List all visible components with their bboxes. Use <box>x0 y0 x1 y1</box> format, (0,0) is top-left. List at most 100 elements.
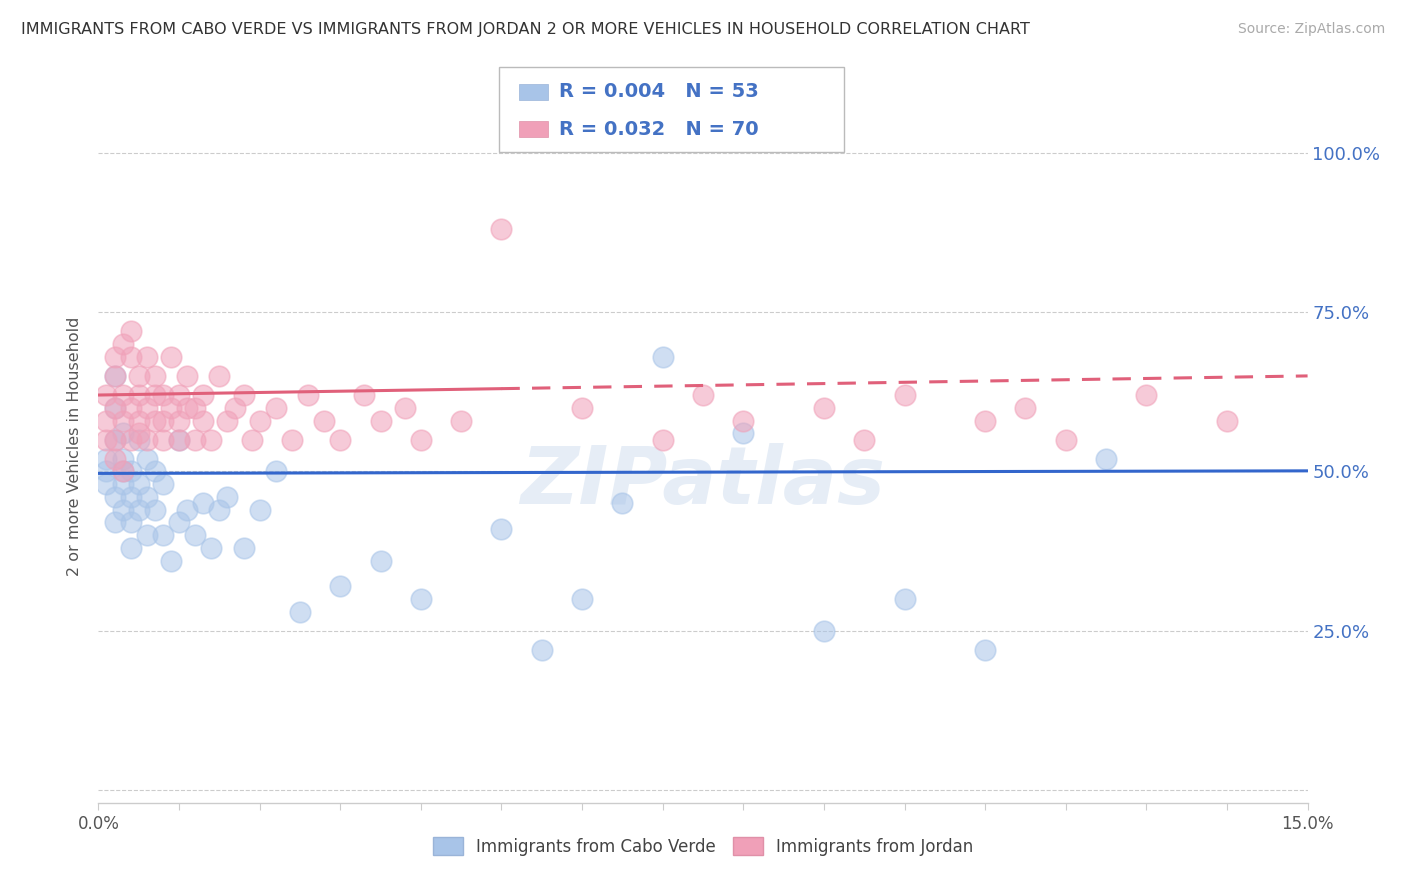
Point <box>853 433 876 447</box>
Point <box>103 516 125 530</box>
Point <box>370 413 392 427</box>
Point <box>103 401 125 415</box>
Point <box>96 451 118 466</box>
Point <box>612 496 634 510</box>
Point <box>193 496 215 510</box>
Point <box>176 502 198 516</box>
Point <box>103 451 125 466</box>
Point <box>167 388 190 402</box>
Point <box>491 222 513 236</box>
Point <box>264 401 287 415</box>
Point <box>152 477 174 491</box>
Point <box>160 350 183 364</box>
Text: R = 0.032   N = 70: R = 0.032 N = 70 <box>560 120 759 138</box>
Point <box>813 401 835 415</box>
Point <box>103 433 125 447</box>
Text: IMMIGRANTS FROM CABO VERDE VS IMMIGRANTS FROM JORDAN 2 OR MORE VEHICLES IN HOUSE: IMMIGRANTS FROM CABO VERDE VS IMMIGRANTS… <box>21 22 1031 37</box>
Text: Source: ZipAtlas.com: Source: ZipAtlas.com <box>1237 22 1385 37</box>
Point <box>167 516 190 530</box>
Point <box>167 433 190 447</box>
Point <box>184 528 207 542</box>
Point <box>184 401 207 415</box>
Point <box>120 516 142 530</box>
Point <box>184 433 207 447</box>
Point <box>135 490 157 504</box>
Point <box>1014 401 1036 415</box>
Point <box>103 368 125 383</box>
Point <box>224 401 246 415</box>
Point <box>329 579 352 593</box>
Point <box>103 350 125 364</box>
Point <box>96 388 118 402</box>
Point <box>120 401 142 415</box>
Point <box>135 528 157 542</box>
Point <box>128 388 150 402</box>
Point <box>111 465 134 479</box>
Point <box>128 413 150 427</box>
Point <box>128 426 150 441</box>
Point <box>96 433 118 447</box>
Point <box>232 541 254 555</box>
Point <box>120 490 142 504</box>
Point <box>135 401 157 415</box>
Point <box>240 433 263 447</box>
Point <box>120 433 142 447</box>
Point <box>1135 388 1157 402</box>
Y-axis label: 2 or more Vehicles in Household: 2 or more Vehicles in Household <box>67 317 83 575</box>
Point <box>1095 451 1118 466</box>
Point <box>128 502 150 516</box>
Point <box>120 350 142 364</box>
Point <box>111 413 134 427</box>
Point <box>1216 413 1239 427</box>
Point <box>208 368 231 383</box>
Point <box>200 541 222 555</box>
Point <box>143 388 166 402</box>
Point <box>152 433 174 447</box>
Point <box>217 490 239 504</box>
Point <box>128 368 150 383</box>
Point <box>200 433 222 447</box>
Point <box>491 522 513 536</box>
Point <box>103 433 125 447</box>
Point <box>111 477 134 491</box>
Point <box>450 413 472 427</box>
Point <box>409 591 432 606</box>
Point <box>208 502 231 516</box>
Point <box>111 388 134 402</box>
Point <box>152 413 174 427</box>
Point <box>974 643 997 657</box>
Text: R = 0.004   N = 53: R = 0.004 N = 53 <box>560 82 759 101</box>
Point <box>120 324 142 338</box>
Point <box>329 433 352 447</box>
Legend: Immigrants from Cabo Verde, Immigrants from Jordan: Immigrants from Cabo Verde, Immigrants f… <box>426 830 980 863</box>
Point <box>692 388 714 402</box>
Point <box>103 490 125 504</box>
Point <box>120 465 142 479</box>
Point <box>96 477 118 491</box>
Point <box>264 465 287 479</box>
Point <box>128 477 150 491</box>
Point <box>111 465 134 479</box>
Point <box>160 401 183 415</box>
Point <box>111 426 134 441</box>
Point <box>1054 433 1077 447</box>
Point <box>111 337 134 351</box>
Point <box>530 643 553 657</box>
Point <box>167 413 190 427</box>
Point <box>143 502 166 516</box>
Text: ZIPatlas: ZIPatlas <box>520 442 886 521</box>
Point <box>249 413 271 427</box>
Point <box>893 591 915 606</box>
Point <box>128 433 150 447</box>
Point <box>314 413 336 427</box>
Point <box>152 388 174 402</box>
Point <box>974 413 997 427</box>
Point <box>135 350 157 364</box>
Point <box>120 541 142 555</box>
Point <box>103 401 125 415</box>
Point <box>571 591 593 606</box>
Point <box>893 388 915 402</box>
Point <box>733 426 755 441</box>
Point <box>288 605 311 619</box>
Point <box>135 451 157 466</box>
